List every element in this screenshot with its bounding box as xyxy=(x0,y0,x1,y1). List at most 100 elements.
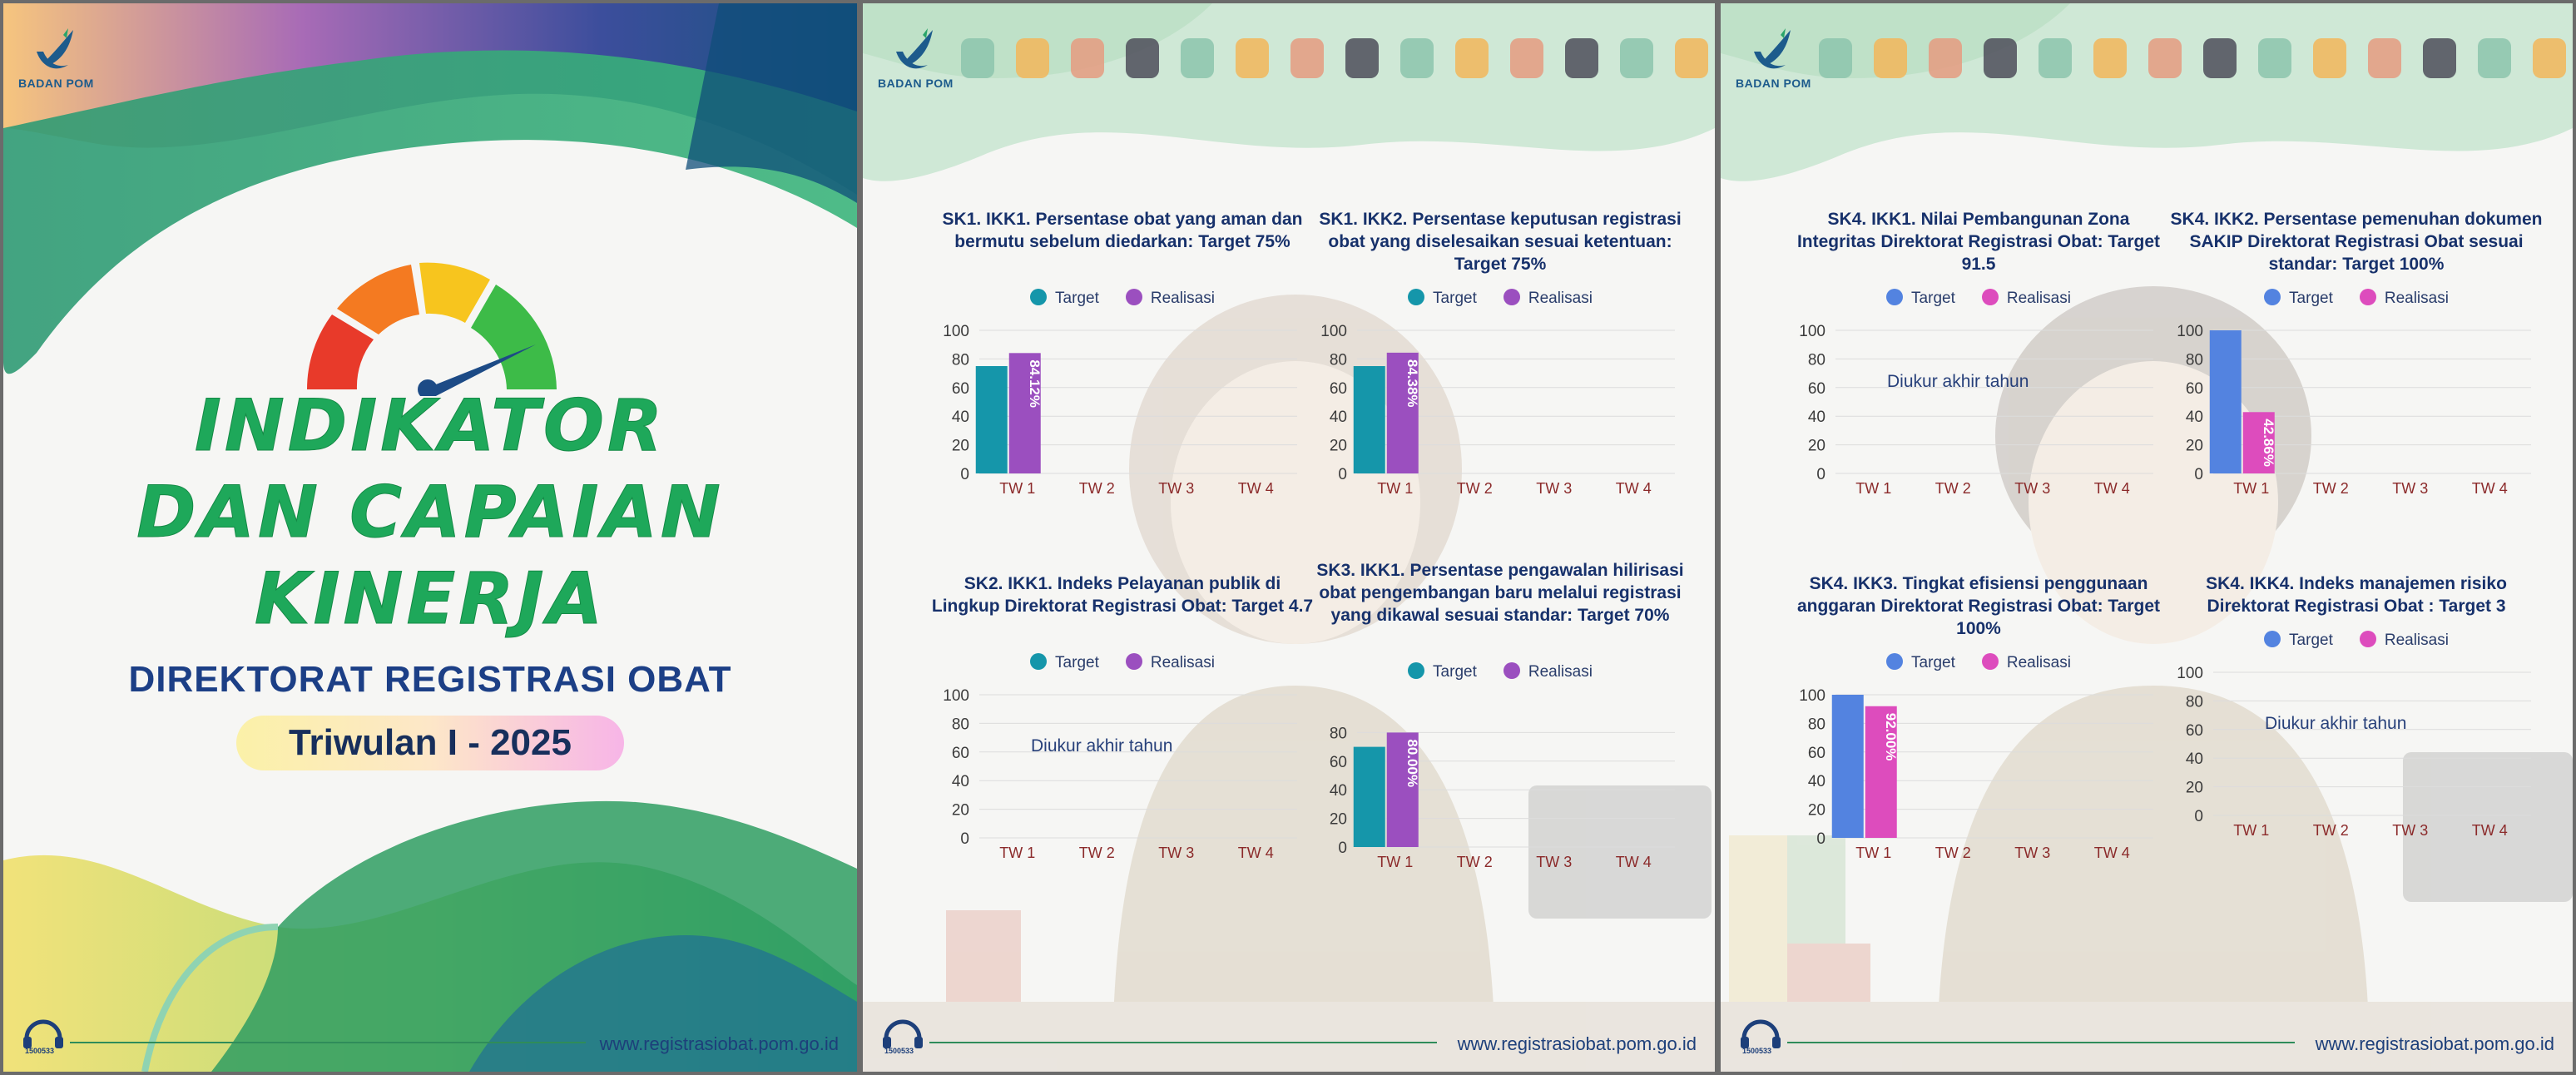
target-bar xyxy=(975,366,1008,473)
chart-title: SK4. IKK1. Nilai Pembangunan Zona Integr… xyxy=(1796,210,2161,274)
realisasi-bar xyxy=(1865,706,1897,838)
y-tick-label: 80 xyxy=(1808,351,1825,369)
tile xyxy=(1400,38,1434,78)
legend-label: Realisasi xyxy=(2006,654,2071,671)
badan-pom-logo: BADAN POM xyxy=(1736,27,1827,102)
legend-item: Target xyxy=(1886,289,1955,308)
y-tick-label: 40 xyxy=(1808,409,1825,426)
x-tick-label: TW 2 xyxy=(1935,480,1971,497)
y-tick-label: 40 xyxy=(952,409,969,426)
legend-label: Target xyxy=(1433,663,1477,681)
y-tick-label: 100 xyxy=(1799,687,1825,705)
headset-icon xyxy=(23,1019,63,1048)
legend-item: Target xyxy=(2264,289,2333,308)
x-tick-label: TW 2 xyxy=(1457,480,1493,497)
legend-item: Realisasi xyxy=(1981,289,2071,308)
tile xyxy=(2039,38,2072,78)
chart-svg: 0 20 40 60 80 100 TW 1 84.38% TW 2 TW 3 TW 4 xyxy=(1320,323,1675,497)
tile xyxy=(1565,38,1598,78)
tile xyxy=(2478,38,2511,78)
legend-item: Realisasi xyxy=(1125,289,1215,308)
y-tick-label: 0 xyxy=(1338,840,1347,857)
y-tick-label: 100 xyxy=(943,323,969,340)
y-tick-label: 20 xyxy=(952,438,969,455)
legend-item: Target xyxy=(1408,289,1477,308)
legend-label: Target xyxy=(1055,654,1099,671)
x-tick-label: TW 1 xyxy=(1855,480,1891,497)
tile xyxy=(1819,38,1852,78)
legend-swatch xyxy=(2264,631,2281,647)
x-tick-label: TW 1 xyxy=(1855,845,1891,861)
hotline-number: 1500533 xyxy=(25,1047,55,1055)
page-background xyxy=(1721,3,2573,1072)
plot-area: 0 20 40 60 80 100 TW 1 42.86% TW 2 TW 3 TW 4 xyxy=(2165,322,2548,505)
x-tick-label: TW 3 xyxy=(1536,480,1572,497)
y-tick-label: 40 xyxy=(2186,409,2203,426)
cover-background xyxy=(3,3,857,1072)
period-badge: Triwulan I - 2025 xyxy=(236,716,624,770)
legend-swatch xyxy=(1886,653,1904,670)
legend-swatch xyxy=(1125,289,1142,305)
cover-title-line-3: KINERJA xyxy=(254,557,607,642)
legend-swatch xyxy=(1503,662,1520,679)
cover-page: BADAN POM INDIKATOR DAN CAPAIAN KINERJA … xyxy=(3,3,857,1072)
website-link[interactable]: www.registrasiobat.pom.go.id xyxy=(1457,1033,1697,1054)
measured-end-of-year-note: Diukur akhir tahun xyxy=(1031,736,1173,755)
tile xyxy=(2093,38,2127,78)
y-tick-label: 0 xyxy=(960,830,969,848)
badan-pom-logo: BADAN POM xyxy=(18,27,110,102)
x-tick-label: TW 3 xyxy=(2392,822,2428,839)
bar-data-label: 80.00% xyxy=(1404,739,1420,787)
website-link[interactable]: www.registrasiobat.pom.go.id xyxy=(599,1033,839,1054)
headset-icon xyxy=(1741,1019,1781,1048)
y-tick-label: 0 xyxy=(960,466,969,483)
y-tick-label: 0 xyxy=(1816,466,1825,483)
chart-legend: Target Realisasi xyxy=(1787,289,2170,308)
website-link[interactable]: www.registrasiobat.pom.go.id xyxy=(2315,1033,2554,1054)
y-tick-label: 20 xyxy=(1808,802,1825,820)
plot-area: 0 20 40 60 80 100 TW 1 84.38% TW 2 TW 3 TW 4 xyxy=(1309,322,1692,505)
x-tick-label: TW 2 xyxy=(1935,845,1971,861)
footer-divider xyxy=(929,1042,1437,1043)
chart-legend: Target Realisasi xyxy=(1309,662,1692,681)
legend-swatch xyxy=(1981,653,1999,670)
y-tick-label: 40 xyxy=(1330,409,1347,426)
chart-svg: 0 20 40 60 80 100 TW 1 TW 2 TW 3 TW 4 xyxy=(943,687,1297,861)
y-tick-label: 60 xyxy=(1330,754,1347,771)
legend-label: Realisasi xyxy=(1150,290,1215,307)
x-tick-label: TW 4 xyxy=(2094,845,2130,861)
logo-text: BADAN POM xyxy=(1736,77,1811,90)
chart-legend: Target Realisasi xyxy=(931,289,1314,308)
legend-item: Realisasi xyxy=(1981,653,2071,672)
x-tick-label: TW 3 xyxy=(2014,480,2050,497)
x-tick-label: TW 3 xyxy=(2392,480,2428,497)
y-tick-label: 80 xyxy=(1330,351,1347,369)
tile xyxy=(1016,38,1049,78)
y-tick-label: 60 xyxy=(1808,745,1825,762)
chart-svg: 0 20 40 60 80 100 TW 1 42.86% TW 2 TW 3 TW 4 xyxy=(2177,323,2531,497)
tile xyxy=(2148,38,2182,78)
tile xyxy=(961,38,994,78)
tile xyxy=(1236,38,1269,78)
tile xyxy=(2533,38,2566,78)
y-tick-label: 80 xyxy=(1808,716,1825,733)
target-bar xyxy=(1831,695,1864,838)
realisasi-bar xyxy=(2242,412,2275,473)
chart-title: SK4. IKK4. Indeks manajemen risiko Direk… xyxy=(2206,574,2507,616)
decorative-tiles xyxy=(961,38,1710,82)
x-tick-label: TW 1 xyxy=(1377,480,1413,497)
x-tick-label: TW 2 xyxy=(1457,854,1493,870)
legend-item: Target xyxy=(1030,653,1099,672)
y-tick-label: 20 xyxy=(1330,811,1347,829)
logo-text: BADAN POM xyxy=(18,77,94,90)
hotline-number: 1500533 xyxy=(884,1047,914,1055)
chart-legend: Target Realisasi xyxy=(1787,653,2170,672)
legend-label: Target xyxy=(2289,290,2333,307)
y-tick-label: 100 xyxy=(2177,665,2203,682)
legend-label: Realisasi xyxy=(1528,663,1593,681)
cover-subtitle: DIREKTORAT REGISTRASI OBAT xyxy=(128,659,732,700)
x-tick-label: TW 1 xyxy=(1377,854,1413,870)
y-tick-label: 60 xyxy=(952,745,969,762)
legend-swatch xyxy=(1886,289,1904,305)
y-tick-label: 100 xyxy=(943,687,969,705)
